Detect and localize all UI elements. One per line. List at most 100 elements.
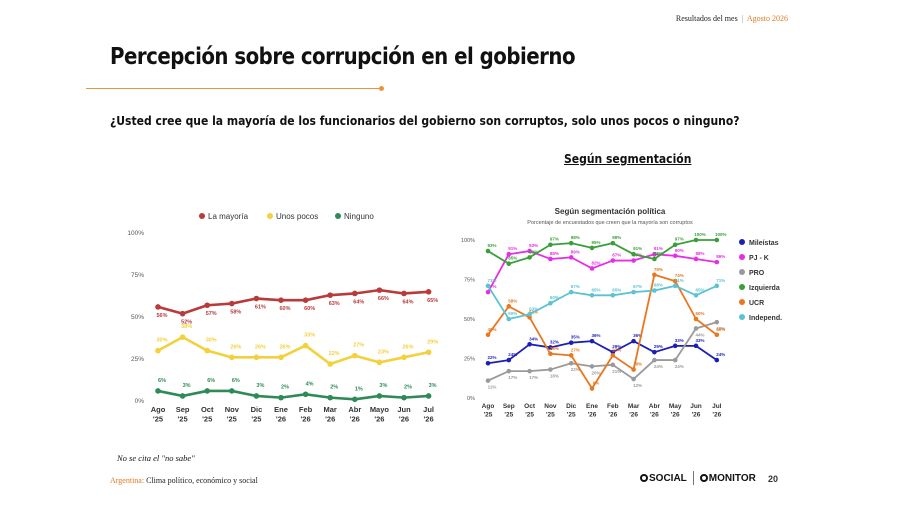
data-label: 3%	[183, 383, 191, 389]
x-tick-label: Abr	[649, 403, 661, 410]
legend-label: Izquierda	[749, 285, 780, 292]
data-label: 24%	[654, 364, 663, 369]
legend-marker	[739, 269, 745, 275]
data-label: 33%	[695, 338, 704, 343]
data-point	[253, 295, 260, 302]
data-label: 28%	[550, 346, 559, 351]
x-tick-label: '26	[712, 412, 721, 419]
series-line	[157, 288, 429, 315]
x-tick-label: Jun	[690, 403, 702, 410]
data-point	[327, 394, 333, 401]
x-tick-label: '26	[650, 412, 659, 419]
y-tick-label: 25%	[131, 356, 144, 363]
social-logo-text: SOCIAL	[649, 472, 687, 484]
x-tick-label: '26	[608, 412, 617, 419]
series-izquierda: 93%85%89%97% 98%95%98%91%88%97%100% 100%	[485, 232, 727, 266]
x-tick-label: '25	[525, 412, 534, 419]
data-label: 33%	[675, 338, 684, 343]
data-label: 29%	[654, 344, 663, 349]
data-label: 97%	[550, 237, 559, 242]
data-label: 24%	[508, 352, 517, 357]
page-number: 20	[768, 474, 779, 484]
data-label: 22%	[329, 351, 340, 357]
x-tick-label: '26	[588, 412, 597, 419]
legend-marker	[199, 213, 205, 219]
data-point	[672, 343, 678, 349]
data-label: 27%	[353, 343, 364, 349]
data-point	[693, 237, 699, 243]
monitor-logo-icon	[699, 473, 708, 482]
data-point	[714, 237, 720, 243]
survey-question: ¿Usted cree que la mayoría de los funcio…	[110, 114, 740, 128]
legend-item: Mileístas	[739, 239, 779, 247]
monitor-logo: MONITOR	[699, 472, 756, 484]
x-tick-label: '26	[374, 415, 384, 424]
data-point	[253, 393, 260, 399]
data-point	[714, 283, 720, 289]
data-label: 64%	[402, 299, 413, 305]
data-point	[548, 300, 553, 306]
x-tick-label: Dic	[251, 405, 263, 414]
data-point	[714, 259, 720, 265]
data-point	[527, 315, 532, 320]
monitor-logo-text: MONITOR	[708, 472, 756, 484]
data-point	[568, 289, 574, 295]
legend-label: UCR	[749, 300, 764, 307]
data-label: 97%	[675, 237, 684, 242]
data-label: 2%	[404, 385, 412, 391]
header-right: Resultados del mes | Agosto 2026	[676, 14, 788, 23]
data-label: 27%	[571, 347, 580, 352]
data-label: 93%	[529, 243, 538, 248]
data-point	[155, 304, 161, 310]
footer-country: Argentina:	[110, 476, 145, 485]
data-label: 88%	[550, 251, 559, 256]
x-tick-label: Oct	[201, 405, 214, 414]
legend-item: Izquierda	[739, 284, 780, 292]
x-tick-label: '25	[484, 412, 493, 419]
data-label: 87%	[612, 253, 621, 258]
data-label: 67%	[487, 284, 496, 289]
data-label: 67%	[633, 284, 642, 289]
legend-marker	[739, 299, 745, 305]
data-label: 18%	[633, 362, 642, 367]
data-label: 89%	[529, 249, 538, 254]
data-label: 6%	[158, 378, 166, 384]
data-label: 3%	[379, 383, 387, 389]
data-label: 90%	[675, 248, 684, 253]
data-point	[589, 386, 595, 391]
header-separator: |	[741, 14, 744, 23]
data-label: 3%	[429, 383, 437, 389]
data-label: 24%	[716, 352, 725, 357]
data-label: 65%	[591, 287, 600, 292]
data-point	[527, 255, 532, 260]
x-tick-label: '26	[350, 415, 360, 424]
data-point	[506, 316, 512, 322]
x-tick-label: Mayo	[370, 405, 390, 414]
data-point	[672, 278, 678, 284]
data-label: 91%	[508, 246, 517, 251]
data-point	[485, 248, 491, 254]
x-tick-label: '25	[153, 415, 163, 424]
data-label: 11%	[488, 385, 497, 390]
data-label: 12%	[633, 383, 642, 388]
data-point	[652, 272, 657, 278]
y-tick-label: 100%	[127, 230, 144, 237]
y-tick-label: 0%	[135, 398, 145, 405]
data-label: 86%	[716, 254, 725, 259]
segment-title: Según segmentación	[564, 152, 692, 166]
data-point	[155, 388, 161, 394]
series-line	[487, 239, 717, 265]
data-label: 21%	[612, 369, 621, 374]
x-tick-label: Mar	[324, 405, 337, 414]
series-ninguno: 6% 3% 6% 6% 3% 2% 4% 2% 1% 3% 2% 3%	[155, 378, 437, 403]
data-point	[352, 352, 358, 359]
data-point	[179, 310, 186, 317]
data-label: 6%	[593, 381, 600, 386]
data-point	[610, 240, 616, 246]
data-label: 57%	[206, 311, 217, 317]
data-label: 36%	[633, 333, 642, 338]
x-tick-label: '26	[301, 415, 311, 424]
data-point	[352, 290, 358, 297]
data-point	[652, 349, 657, 355]
series-mile-stas: 22% 24% 34% 32% 35% 36% 29% 36% 29% 33% 33% 24%	[485, 333, 725, 366]
